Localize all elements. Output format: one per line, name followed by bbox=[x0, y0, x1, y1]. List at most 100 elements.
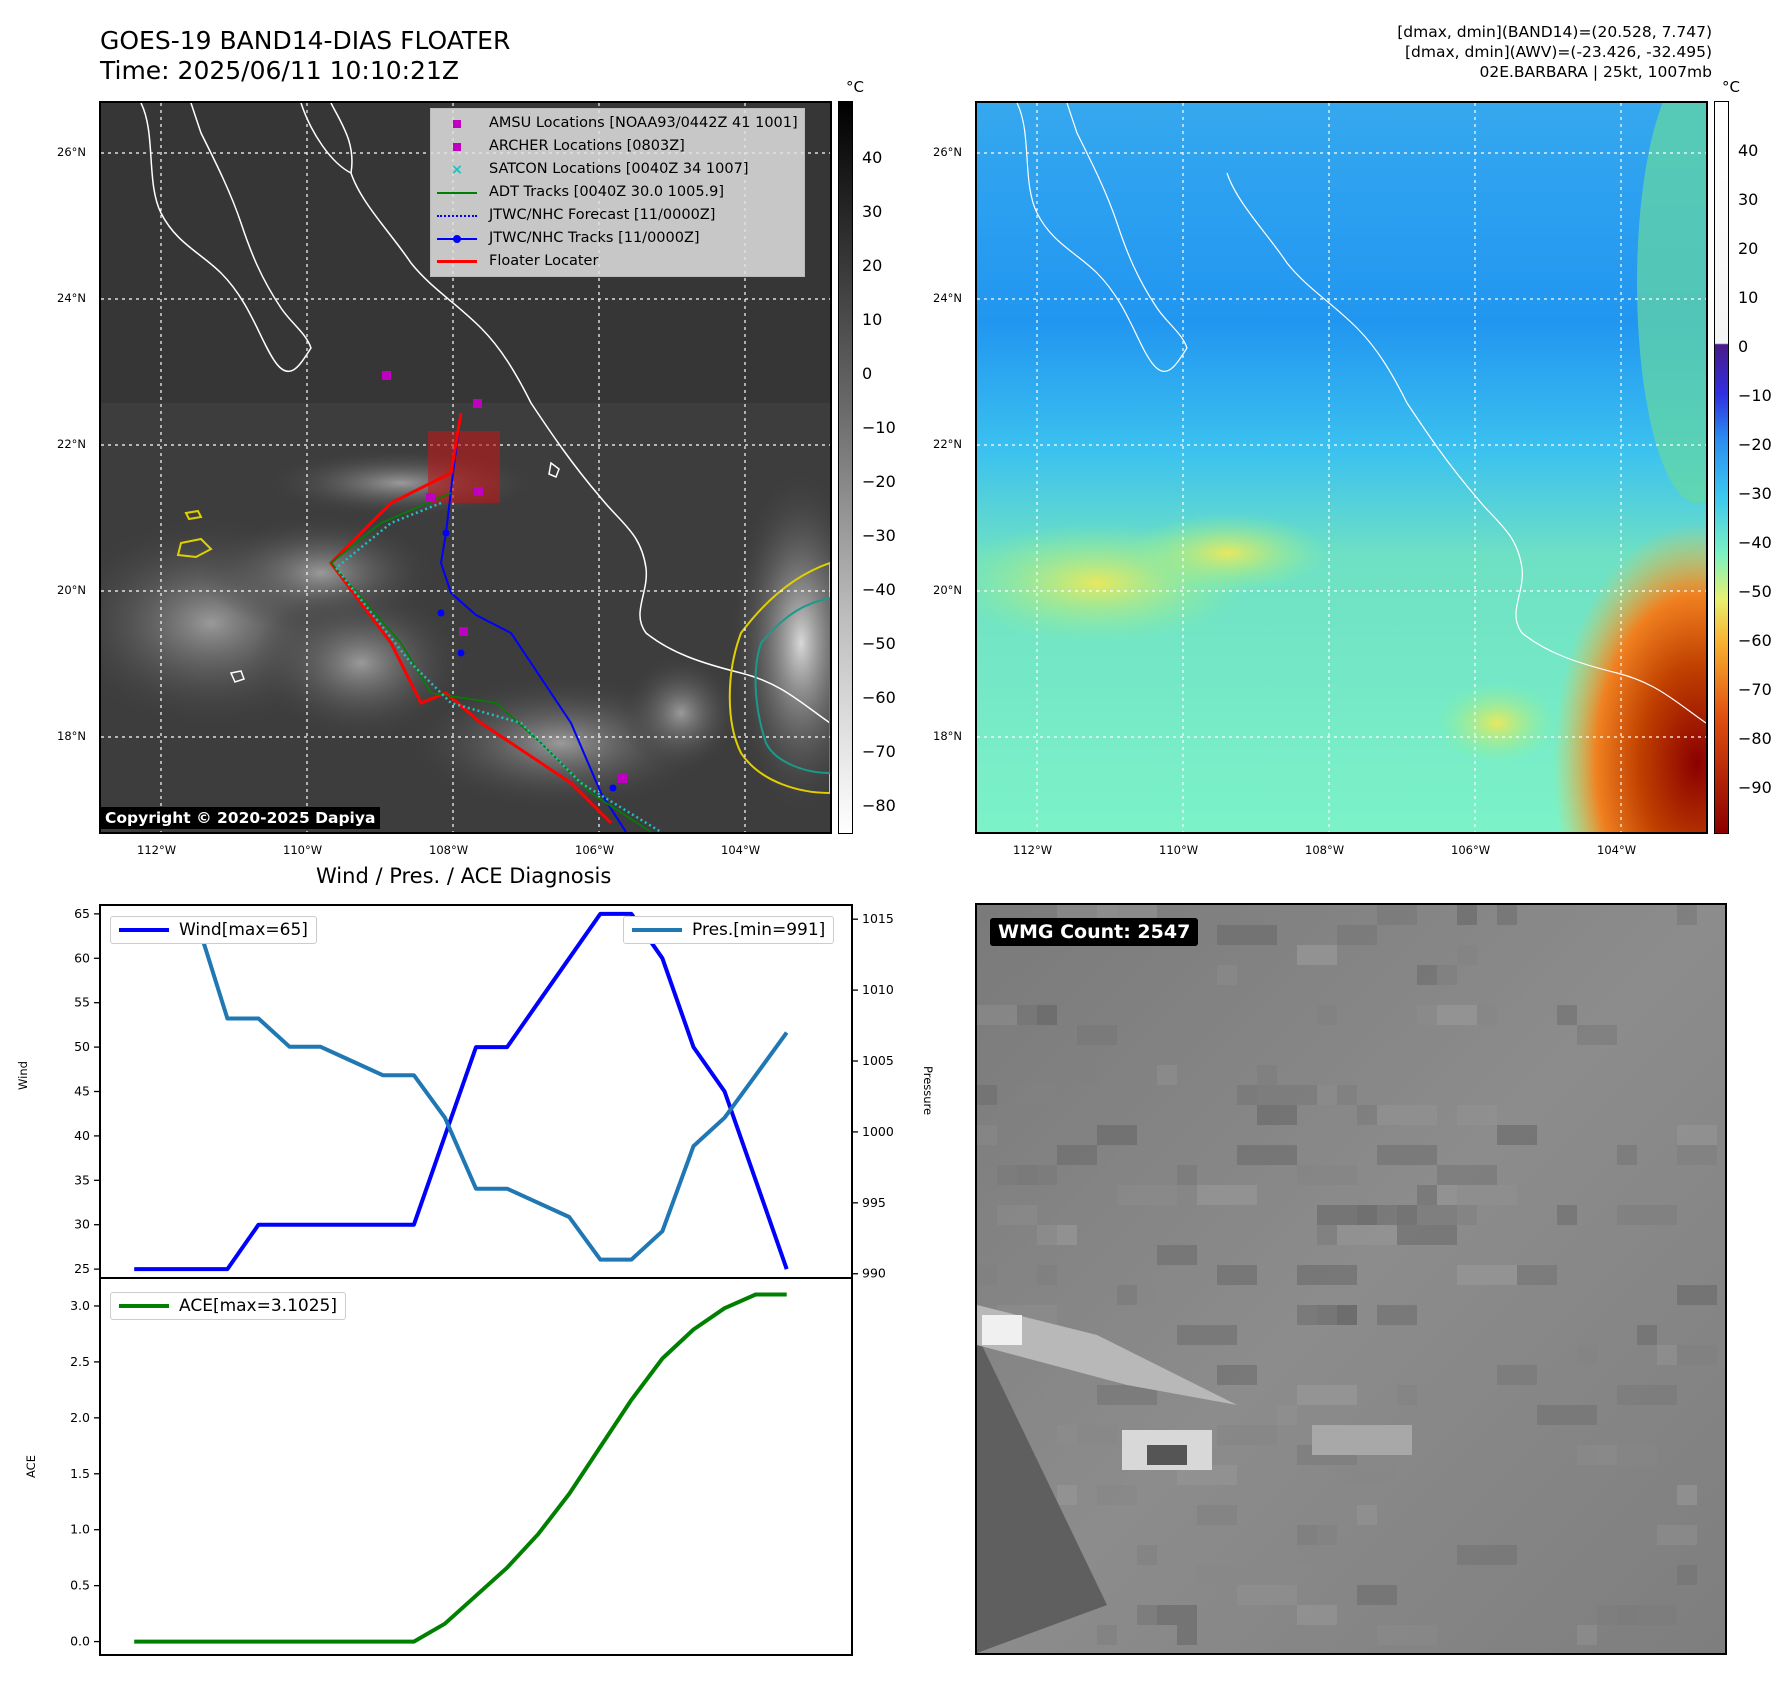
ir-colorbar-tick: −20 bbox=[862, 472, 896, 491]
wmg-pixel-block bbox=[1217, 1365, 1257, 1385]
legend-satcon: × SATCON Locations [0040Z 34 1007] bbox=[450, 161, 749, 178]
copyright-label: Copyright © 2020-2025 Dapiya bbox=[100, 807, 381, 829]
wmg-pixel-block bbox=[1097, 1125, 1137, 1145]
wmg-pixel-block bbox=[1537, 1405, 1597, 1425]
wmg-pixel-block bbox=[1497, 1125, 1537, 1145]
wmg-pixel-block bbox=[1557, 1205, 1577, 1225]
wmg-pixel-block bbox=[1177, 1165, 1197, 1185]
wmg-pixel-block bbox=[1357, 1585, 1397, 1605]
wmg-pixel-block bbox=[1677, 1485, 1697, 1505]
ace-tick-label: 0.5 bbox=[70, 1578, 90, 1593]
wmg-pixel-block bbox=[1337, 925, 1377, 945]
wmg-pixel-block bbox=[1297, 1525, 1317, 1545]
ir-colorbar-tick: 30 bbox=[862, 202, 883, 221]
wmg-pixel-block bbox=[1377, 1105, 1437, 1125]
wmg-pixel-block bbox=[1397, 1385, 1417, 1405]
ir-colorbar-tick: 40 bbox=[862, 148, 883, 167]
wmg-pixel-block bbox=[1577, 1445, 1617, 1465]
wmg-pixel-block bbox=[1497, 905, 1517, 925]
awv-colorbar-tick: 30 bbox=[1738, 190, 1759, 209]
wmg-pixel-block bbox=[1117, 1185, 1177, 1205]
wmg-pixel-block bbox=[1137, 1545, 1157, 1565]
ace-axis-label: ACE bbox=[24, 1455, 38, 1478]
wmg-count-label: WMG Count: 2547 bbox=[990, 918, 1199, 946]
lat-label-20: 20°N bbox=[57, 583, 86, 597]
wind-tick-label: 30 bbox=[74, 1217, 90, 1232]
wmg-pixel-block bbox=[997, 1205, 1037, 1225]
wmg-pixel-block bbox=[1097, 1385, 1157, 1405]
ir-colorbar-tick: 0 bbox=[862, 364, 873, 383]
awv-lon-label-106: 106°W bbox=[1451, 843, 1491, 857]
wind-tick-label: 60 bbox=[74, 950, 90, 965]
awv-colorbar-tick: 0 bbox=[1738, 337, 1749, 356]
wmg-pixel-block bbox=[1357, 1105, 1377, 1125]
diagnosis-title: Wind / Pres. / ACE Diagnosis bbox=[316, 864, 612, 888]
wind-legend: Wind[max=65] bbox=[110, 916, 317, 944]
wmg-pixel-block bbox=[1157, 1065, 1177, 1085]
ir-colorbar-tick: −60 bbox=[862, 688, 896, 707]
wmg-pixel-block bbox=[1357, 1505, 1377, 1525]
wind-axis-label: Wind bbox=[16, 1061, 30, 1090]
wind-series-line bbox=[134, 911, 789, 1272]
wind-tick-label: 65 bbox=[74, 906, 90, 921]
wmg-panel bbox=[975, 903, 1727, 1655]
legend-floater: Floater Locater bbox=[437, 250, 798, 273]
stats-line-2: [dmax, dmin](AWV)=(-23.426, -32.495) bbox=[1405, 43, 1712, 61]
awv-lon-label-108: 108°W bbox=[1305, 843, 1345, 857]
pressure-tick-label: 1005 bbox=[862, 1053, 894, 1068]
wmg-pixel-block bbox=[1297, 1305, 1357, 1325]
wmg-pixel-block bbox=[1057, 1485, 1077, 1505]
lon-label-106: 106°W bbox=[575, 843, 615, 857]
wmg-pixel-block bbox=[1517, 1265, 1557, 1285]
awv-colorbar-tick: −40 bbox=[1738, 533, 1772, 552]
wind-tick-label: 35 bbox=[74, 1172, 90, 1187]
legend-amsu: AMSU Locations [NOAA93/0442Z 41 1001] bbox=[437, 112, 798, 135]
legend-archer: ARCHER Locations [0803Z] bbox=[437, 135, 798, 158]
ace-tick-label: 0.0 bbox=[70, 1634, 90, 1649]
ace-tick-label: 1.5 bbox=[70, 1466, 90, 1481]
awv-lon-label-110: 110°W bbox=[1159, 843, 1199, 857]
wmg-pixel-block bbox=[1017, 1085, 1057, 1105]
pressure-series-line bbox=[134, 917, 789, 1262]
wmg-pixel-block bbox=[1677, 1565, 1697, 1585]
wmg-pixel-block bbox=[1497, 1365, 1537, 1385]
wmg-pixel-block bbox=[977, 1265, 997, 1285]
awv-colorbar-tick: −10 bbox=[1738, 386, 1772, 405]
wmg-pixel-block bbox=[1557, 1005, 1577, 1025]
wmg-pixel-block bbox=[1217, 1265, 1257, 1285]
map-legend: AMSU Locations [NOAA93/0442Z 41 1001] AR… bbox=[430, 108, 805, 277]
diagnosis-chart: 25 30 35 40 45 50 55 60 65 990 995 1000 1005 1010 1015… bbox=[70, 904, 894, 1656]
lon-label-108: 108°W bbox=[429, 843, 469, 857]
awv-colorbar-tick: −30 bbox=[1738, 484, 1772, 503]
wmg-pixel-block bbox=[1217, 1425, 1277, 1445]
wmg-pixel-block bbox=[1277, 1405, 1297, 1425]
wmg-pixel-block bbox=[1437, 1165, 1497, 1185]
pressure-tick-label: 1015 bbox=[862, 911, 894, 926]
wmg-pixel-block bbox=[1197, 1505, 1237, 1525]
wmg-pixel-block bbox=[1597, 1605, 1637, 1625]
wmg-pixel-block bbox=[1417, 965, 1437, 985]
wmg-pixel-block bbox=[1037, 1265, 1057, 1285]
awv-colorbar bbox=[1714, 101, 1729, 834]
wmg-pixel-block bbox=[1437, 965, 1457, 985]
wmg-pixel-block bbox=[977, 1085, 997, 1105]
legend-adt: ADT Tracks [0040Z 30.0 1005.9] bbox=[437, 181, 798, 204]
pressure-tick-label: 995 bbox=[862, 1195, 886, 1210]
ir-colorbar bbox=[838, 101, 853, 834]
wmg-pixel-block bbox=[1157, 1245, 1197, 1265]
awv-colorbar-tick: −80 bbox=[1738, 729, 1772, 748]
wmg-pixel-block bbox=[1197, 1185, 1257, 1205]
wmg-pixel-block bbox=[1257, 1065, 1277, 1085]
ir-colorbar-tick: −40 bbox=[862, 580, 896, 599]
wmg-pixel-block bbox=[1677, 1285, 1717, 1305]
ace-tick-label: 1.0 bbox=[70, 1522, 90, 1537]
lat-label-26: 26°N bbox=[57, 145, 86, 159]
awv-lon-label-112: 112°W bbox=[1013, 843, 1053, 857]
wmg-pixel-block bbox=[1177, 1325, 1237, 1345]
wmg-pixel-block bbox=[1377, 1145, 1437, 1165]
ace-tick-label: 2.5 bbox=[70, 1354, 90, 1369]
ace-legend: ACE[max=3.1025] bbox=[110, 1292, 346, 1320]
wmg-pixel-block bbox=[1577, 1625, 1597, 1645]
wmg-pixel-block bbox=[1457, 1265, 1517, 1285]
wmg-pixel-block bbox=[1317, 1225, 1337, 1245]
